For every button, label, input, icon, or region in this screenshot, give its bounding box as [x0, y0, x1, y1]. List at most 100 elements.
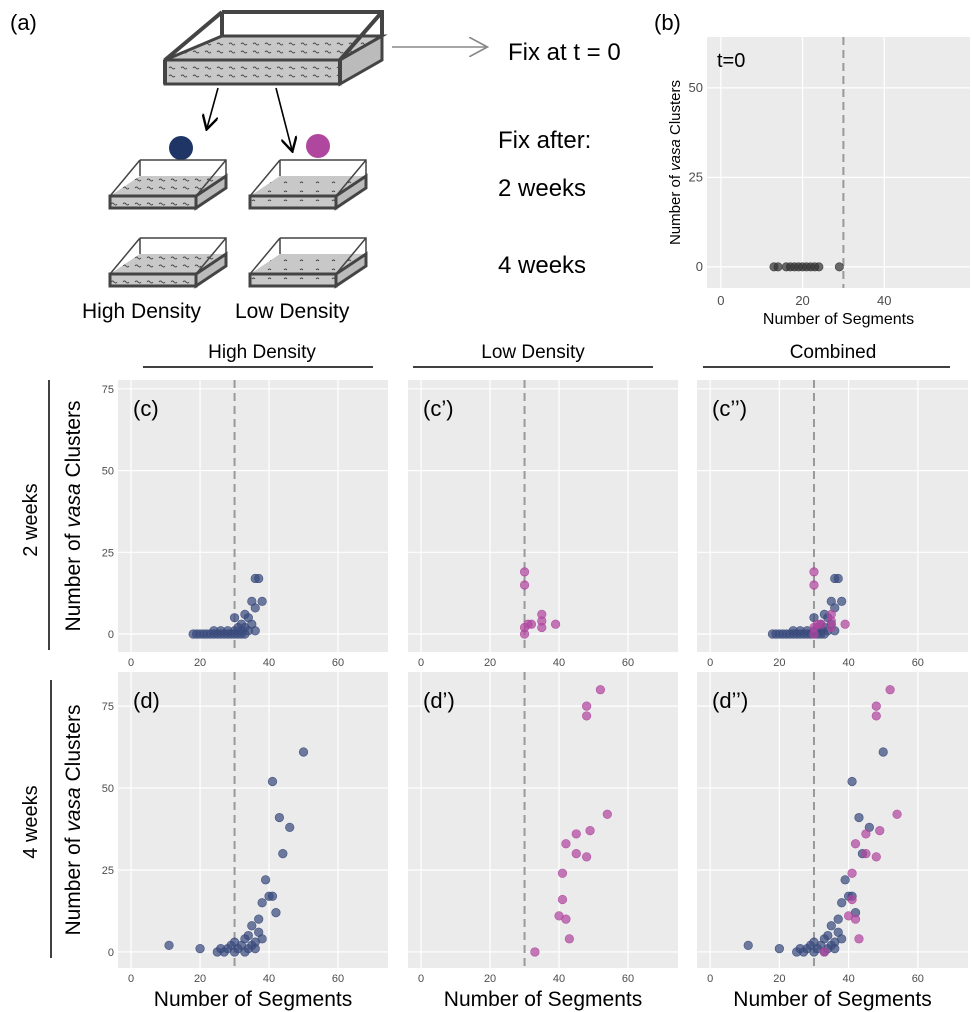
tray-fill: [250, 254, 366, 274]
x-tick-label: 20: [484, 973, 496, 985]
point: [267, 776, 278, 787]
chart-panel: 0 20 40 60 (d’) Number of Segments: [408, 672, 678, 1011]
point: [537, 622, 547, 633]
point: [847, 776, 857, 787]
point: [837, 596, 847, 606]
tray: [248, 237, 368, 289]
big-tray: [163, 10, 388, 87]
panel-label: (a): [10, 10, 37, 35]
high-density-dot: [169, 136, 193, 160]
point: [826, 596, 836, 606]
point: [257, 934, 267, 944]
point: [519, 580, 530, 590]
label: 2 weeks: [498, 175, 586, 202]
point: [871, 701, 881, 711]
arrow: [275, 87, 292, 150]
point: [871, 711, 881, 721]
point: [257, 596, 267, 606]
tray-fill: [110, 176, 226, 196]
point: [278, 848, 288, 859]
point: [267, 891, 278, 901]
y-tick-label: 50: [102, 783, 114, 795]
y-tick-label: 50: [689, 80, 703, 95]
y-axis-label-part: vasa: [667, 139, 684, 171]
point: [254, 914, 264, 924]
label: Fix at t = 0: [508, 39, 621, 66]
point: [861, 829, 871, 839]
x-tick-label: 40: [877, 293, 891, 308]
point: [236, 619, 247, 629]
column-header: Low Density: [481, 342, 585, 363]
chart-panel: 0 20 40 60 (c’’): [697, 380, 968, 669]
point: [826, 921, 836, 931]
chart-panel: 0 20 40 60 0 25 50 75 (c) Number of vasa Clusters: [62, 380, 388, 669]
point: [582, 852, 592, 862]
plot-background: [118, 672, 388, 968]
x-tick-label: 20: [795, 293, 809, 308]
x-axis-label: Number of Segments: [763, 311, 914, 328]
tray-frame: [109, 159, 227, 197]
point: [571, 848, 581, 859]
x-tick-label: 60: [912, 973, 924, 985]
point: [834, 262, 844, 272]
point: [243, 944, 253, 954]
x-tick-label: 60: [332, 973, 344, 985]
point: [557, 868, 568, 878]
x-tick-label: 0: [128, 973, 134, 985]
y-tick-label: 25: [102, 547, 114, 559]
x-tick-label: 20: [194, 657, 206, 669]
panel-label: (d): [133, 688, 160, 713]
y-axis-label-part: Number of: [62, 832, 85, 936]
plot-background: [707, 37, 970, 288]
label: 4 weeks: [498, 252, 586, 279]
arrow: [207, 87, 219, 128]
panel-label: (c’’): [712, 396, 747, 421]
point: [809, 580, 819, 590]
point: [195, 944, 205, 954]
y-axis-label-part: Clusters: [667, 80, 684, 139]
y-tick-label: 0: [696, 259, 703, 274]
point: [298, 747, 309, 757]
column-header: High Density: [208, 342, 316, 363]
tray: [108, 159, 228, 211]
y-axis-label: Number of vasa Clusters: [667, 80, 684, 245]
point: [850, 839, 861, 849]
point: [561, 839, 571, 849]
tray: [108, 237, 228, 289]
point: [773, 262, 783, 272]
point: [871, 852, 881, 862]
point: [260, 875, 271, 885]
small-trays: [108, 159, 368, 289]
tray-fill: [250, 176, 366, 196]
point: [274, 812, 284, 823]
y-tick-label: 50: [102, 466, 114, 478]
tray-frame: [249, 159, 367, 197]
point: [850, 914, 861, 924]
x-tick-label: 0: [128, 657, 134, 669]
point: [595, 685, 606, 695]
point: [809, 567, 819, 577]
point: [875, 826, 885, 836]
point: [164, 940, 174, 950]
x-axis-label: Number of Segments: [444, 988, 642, 1011]
x-tick-label: 20: [773, 973, 785, 985]
label: Fix after:: [498, 127, 591, 154]
point: [530, 947, 540, 957]
x-tick-label: 40: [263, 973, 275, 985]
point: [519, 567, 530, 577]
panel-label: (d’’): [712, 688, 748, 713]
point: [885, 685, 895, 695]
x-tick-label: 20: [484, 657, 496, 669]
panel-label: (d’): [423, 688, 455, 713]
point: [854, 812, 864, 823]
point: [564, 934, 574, 944]
point: [585, 826, 595, 836]
x-tick-label: 0: [418, 657, 424, 669]
point: [271, 908, 281, 918]
y-tick-label: 75: [102, 701, 114, 713]
point: [840, 619, 850, 629]
point: [833, 914, 843, 924]
label: Low Density: [235, 300, 350, 323]
tray-fill: [110, 254, 226, 274]
